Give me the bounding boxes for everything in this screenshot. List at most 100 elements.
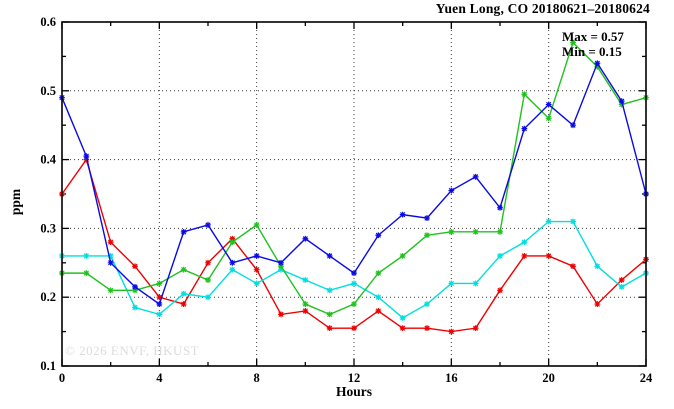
y-tick-label: 0.6 [40, 15, 56, 29]
data-point-marker [472, 228, 479, 235]
data-point-marker [156, 301, 163, 307]
data-point-marker [253, 222, 260, 228]
data-point-marker [448, 280, 455, 287]
y-tick-label: 0.1 [40, 359, 56, 373]
data-point-marker [83, 253, 90, 259]
data-point-marker [594, 63, 601, 70]
data-point-marker [497, 287, 503, 294]
chart-title: Yuen Long, CO 20180621–20180624 [435, 1, 650, 16]
data-point-marker [180, 290, 187, 297]
data-point-marker [351, 280, 357, 287]
data-point-marker [132, 287, 138, 294]
data-point-marker [399, 325, 406, 332]
y-tick-label: 0.5 [40, 84, 56, 98]
data-point-marker [253, 266, 260, 273]
watermark: © 2026 ENVF, HKUST [65, 343, 200, 358]
data-point-marker [107, 239, 114, 246]
data-point-marker [229, 239, 236, 246]
data-point-marker [399, 211, 406, 218]
data-point-marker [229, 235, 236, 242]
data-point-marker [424, 232, 430, 239]
data-point-marker [156, 280, 163, 287]
data-point-marker [448, 228, 455, 235]
data-point-marker [521, 239, 528, 246]
data-point-marker [497, 253, 503, 259]
data-point-marker [521, 125, 528, 132]
y-tick-label: 0.2 [40, 290, 56, 304]
series-blue [59, 60, 649, 307]
data-point-marker [326, 253, 333, 259]
data-point-marker [424, 301, 430, 307]
data-point-marker [83, 270, 90, 277]
data-point-marker [107, 259, 114, 266]
data-point-marker [253, 253, 260, 259]
data-point-marker [107, 253, 114, 259]
data-point-marker [351, 325, 357, 332]
data-point-marker [521, 253, 528, 259]
data-point-marker [545, 101, 552, 108]
max-value-label: Max = 0.57 [562, 29, 624, 44]
data-point-marker [375, 308, 382, 314]
data-point-marker [156, 294, 163, 301]
data-point-marker [156, 311, 163, 318]
data-point-marker [521, 91, 528, 98]
data-point-marker [375, 232, 382, 239]
data-point-marker [180, 301, 187, 307]
data-point-marker [302, 308, 309, 314]
data-point-marker [472, 325, 479, 332]
data-point-marker [302, 277, 309, 283]
data-point-marker [278, 263, 284, 270]
x-tick-label: 8 [254, 371, 260, 385]
data-point-marker [618, 101, 625, 108]
x-tick-label: 4 [156, 371, 163, 385]
data-point-marker [205, 277, 211, 283]
data-point-marker [205, 259, 211, 266]
data-point-marker [132, 283, 138, 290]
data-point-marker [229, 259, 236, 266]
data-point-marker [424, 215, 430, 221]
x-tick-label: 20 [542, 371, 555, 385]
plot-frame [61, 21, 647, 367]
data-point-marker [107, 287, 114, 294]
gridlines [62, 22, 646, 366]
data-point-marker [448, 328, 455, 335]
data-point-marker [594, 263, 601, 270]
data-point-marker [570, 263, 576, 270]
data-point-marker [180, 266, 187, 273]
data-point-marker [497, 228, 503, 235]
x-tick-label: 12 [348, 371, 361, 385]
data-point-marker [253, 280, 260, 287]
data-point-marker [83, 153, 90, 160]
data-point-marker [448, 187, 455, 194]
data-point-marker [375, 294, 382, 301]
data-point-marker [302, 301, 309, 307]
data-point-marker [545, 253, 552, 259]
y-tick-label: 0.4 [40, 153, 56, 167]
data-point-marker [570, 218, 576, 225]
data-point-marker [472, 280, 479, 287]
min-value-label: Min = 0.15 [562, 44, 622, 59]
data-point-marker [278, 311, 284, 318]
data-point-marker [545, 218, 552, 225]
data-point-marker [229, 266, 236, 273]
data-point-marker [570, 39, 576, 46]
data-point-marker [594, 60, 601, 67]
data-point-marker [351, 270, 357, 277]
data-point-marker [375, 270, 382, 277]
data-point-marker [399, 314, 406, 321]
data-point-marker [351, 301, 357, 307]
data-point-marker [180, 228, 187, 235]
data-point-marker [618, 98, 625, 105]
data-point-marker [545, 115, 552, 122]
y-tick-label: 0.3 [40, 221, 56, 235]
x-tick-label: 24 [640, 371, 653, 385]
data-point-marker [205, 294, 211, 301]
data-point-marker [83, 156, 90, 163]
data-point-marker [326, 325, 333, 332]
data-point-marker [302, 235, 309, 242]
data-point-marker [497, 204, 503, 211]
data-point-marker [326, 311, 333, 318]
data-point-marker [132, 263, 138, 270]
